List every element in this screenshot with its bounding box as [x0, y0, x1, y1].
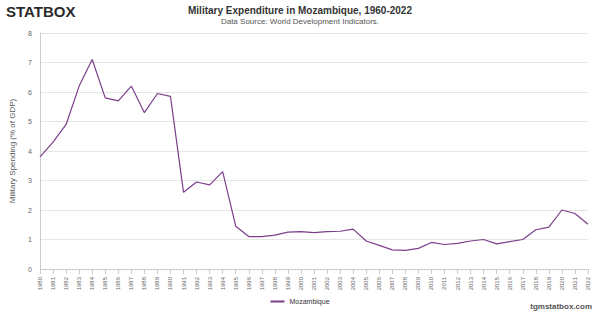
svg-text:2013: 2013: [468, 276, 474, 290]
svg-text:2012: 2012: [455, 276, 461, 290]
svg-text:2007: 2007: [389, 276, 395, 290]
svg-text:2010: 2010: [428, 276, 434, 290]
svg-text:1988: 1988: [141, 276, 147, 290]
svg-text:1981: 1981: [50, 276, 56, 290]
svg-text:2015: 2015: [494, 276, 500, 290]
svg-text:2002: 2002: [324, 276, 330, 290]
svg-text:1986: 1986: [115, 276, 121, 290]
svg-text:1: 1: [28, 236, 32, 243]
svg-text:2014: 2014: [481, 276, 487, 290]
svg-text:2009: 2009: [415, 276, 421, 290]
svg-text:7: 7: [28, 59, 32, 66]
svg-text:2004: 2004: [350, 276, 356, 290]
svg-text:6: 6: [28, 89, 32, 96]
svg-text:Military Expenditure in Mozamb: Military Expenditure in Mozambique, 1960…: [188, 5, 412, 16]
svg-text:tgmstatbox.com: tgmstatbox.com: [530, 302, 592, 311]
svg-text:1983: 1983: [76, 276, 82, 290]
svg-text:2021: 2021: [572, 276, 578, 290]
svg-text:STATBOX: STATBOX: [6, 3, 75, 20]
svg-text:4: 4: [28, 148, 32, 155]
svg-text:1987: 1987: [128, 276, 134, 290]
svg-text:2016: 2016: [507, 276, 513, 290]
svg-text:1980: 1980: [37, 276, 43, 290]
svg-text:5: 5: [28, 118, 32, 125]
svg-text:1998: 1998: [272, 276, 278, 290]
svg-text:1999: 1999: [285, 276, 291, 290]
svg-text:2018: 2018: [533, 276, 539, 290]
svg-text:1985: 1985: [102, 276, 108, 290]
svg-text:1982: 1982: [63, 276, 69, 290]
svg-text:1984: 1984: [89, 276, 95, 290]
svg-text:1992: 1992: [194, 276, 200, 290]
svg-text:0: 0: [28, 266, 32, 273]
svg-text:3: 3: [28, 177, 32, 184]
svg-text:8: 8: [28, 30, 32, 37]
svg-text:1997: 1997: [259, 276, 265, 290]
svg-text:2005: 2005: [363, 276, 369, 290]
svg-text:1991: 1991: [181, 276, 187, 290]
svg-text:1996: 1996: [246, 276, 252, 290]
svg-text:Mozambique: Mozambique: [289, 298, 329, 306]
svg-text:2006: 2006: [376, 276, 382, 290]
svg-text:1993: 1993: [207, 276, 213, 290]
svg-text:Military Spending (% of GDP): Military Spending (% of GDP): [8, 98, 17, 203]
svg-text:1989: 1989: [154, 276, 160, 290]
svg-text:2: 2: [28, 207, 32, 214]
svg-text:2000: 2000: [298, 276, 304, 290]
svg-text:1994: 1994: [220, 276, 226, 290]
svg-text:2019: 2019: [546, 276, 552, 290]
svg-text:2017: 2017: [520, 276, 526, 290]
svg-text:1995: 1995: [233, 276, 239, 290]
svg-text:2001: 2001: [311, 276, 317, 290]
svg-text:2003: 2003: [337, 276, 343, 290]
svg-text:Data Source: World Development: Data Source: World Development Indicator…: [221, 17, 379, 26]
svg-text:2020: 2020: [559, 276, 565, 290]
svg-text:1990: 1990: [167, 276, 173, 290]
svg-text:2022: 2022: [585, 276, 591, 290]
svg-text:2008: 2008: [402, 276, 408, 290]
svg-text:2011: 2011: [441, 276, 447, 290]
